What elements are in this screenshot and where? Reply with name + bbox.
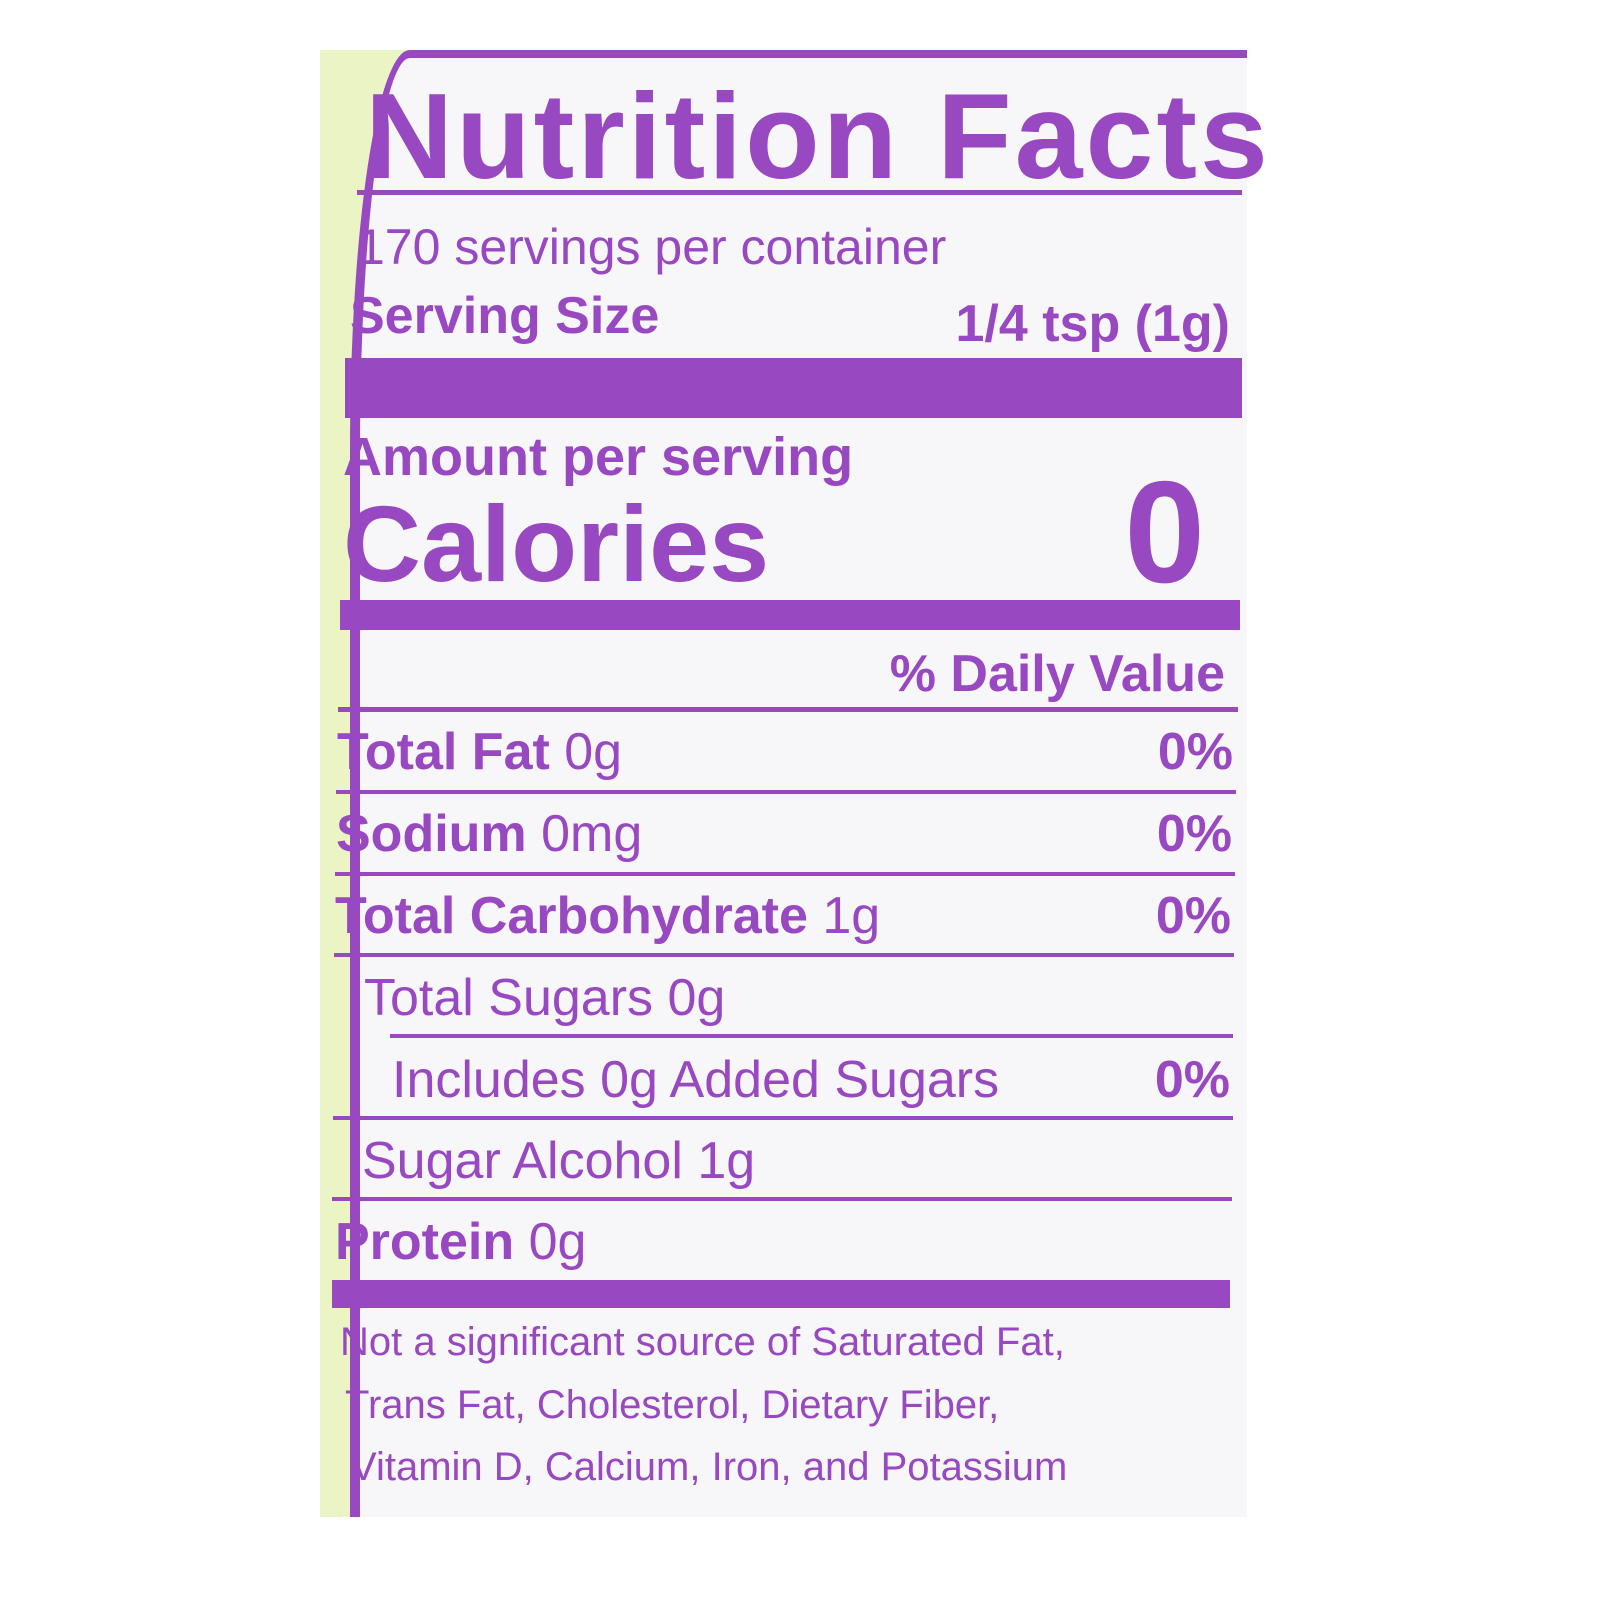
thick-bar	[345, 358, 1242, 418]
nutrient-dv: 0%	[1157, 723, 1233, 781]
medium-bar	[340, 600, 1240, 630]
nutrient-name: Total Fat	[337, 723, 550, 781]
nutrition-facts-label	[350, 50, 1247, 1517]
amount-per-serving: Amount per serving	[343, 427, 854, 487]
footnote-line: Not a significant source of Saturated Fa…	[340, 1320, 1065, 1364]
servings-per-container: 170 servings per container	[357, 219, 947, 275]
nutrient-dv: 0%	[1155, 887, 1231, 945]
divider	[332, 1197, 1232, 1201]
nutrient-name: Sodium	[336, 805, 527, 863]
nutrient-amount: Includes 0g Added Sugars	[392, 1051, 1000, 1109]
footnote-line: Trans Fat, Cholesterol, Dietary Fiber,	[345, 1383, 1000, 1427]
divider	[338, 707, 1238, 712]
divider	[333, 1116, 1233, 1120]
nutrient-dv: 0%	[1156, 805, 1232, 863]
product-photo	[320, 50, 1247, 1517]
daily-value-header: % Daily Value	[889, 645, 1225, 703]
label-title: Nutrition Facts	[365, 68, 1271, 204]
serving-size-label: Serving Size	[350, 287, 660, 345]
nutrient-name: Total Carbohydrate	[335, 887, 808, 945]
footnote-line: Vitamin D, Calcium, Iron, and Potassium	[350, 1445, 1068, 1489]
nutrient-name: Protein	[335, 1213, 515, 1271]
nutrient-amount: 1g	[822, 887, 881, 945]
divider	[357, 190, 1242, 195]
nutrient-amount: Sugar Alcohol 1g	[362, 1132, 756, 1190]
divider	[334, 953, 1234, 957]
divider	[390, 1034, 1233, 1038]
serving-size-value: 1/4 tsp (1g)	[955, 295, 1231, 353]
divider	[336, 790, 1236, 794]
divider	[335, 872, 1235, 876]
nutrient-dv: 0%	[1154, 1051, 1230, 1109]
nutrient-amount: Total Sugars 0g	[364, 969, 726, 1027]
calories-value: 0	[1124, 451, 1205, 613]
nutrient-amount: 0g	[564, 723, 623, 781]
medium-bar	[332, 1280, 1230, 1308]
nutrient-amount: 0g	[528, 1213, 587, 1271]
calories-label: Calories	[343, 483, 770, 604]
nutrient-amount: 0mg	[541, 805, 643, 863]
